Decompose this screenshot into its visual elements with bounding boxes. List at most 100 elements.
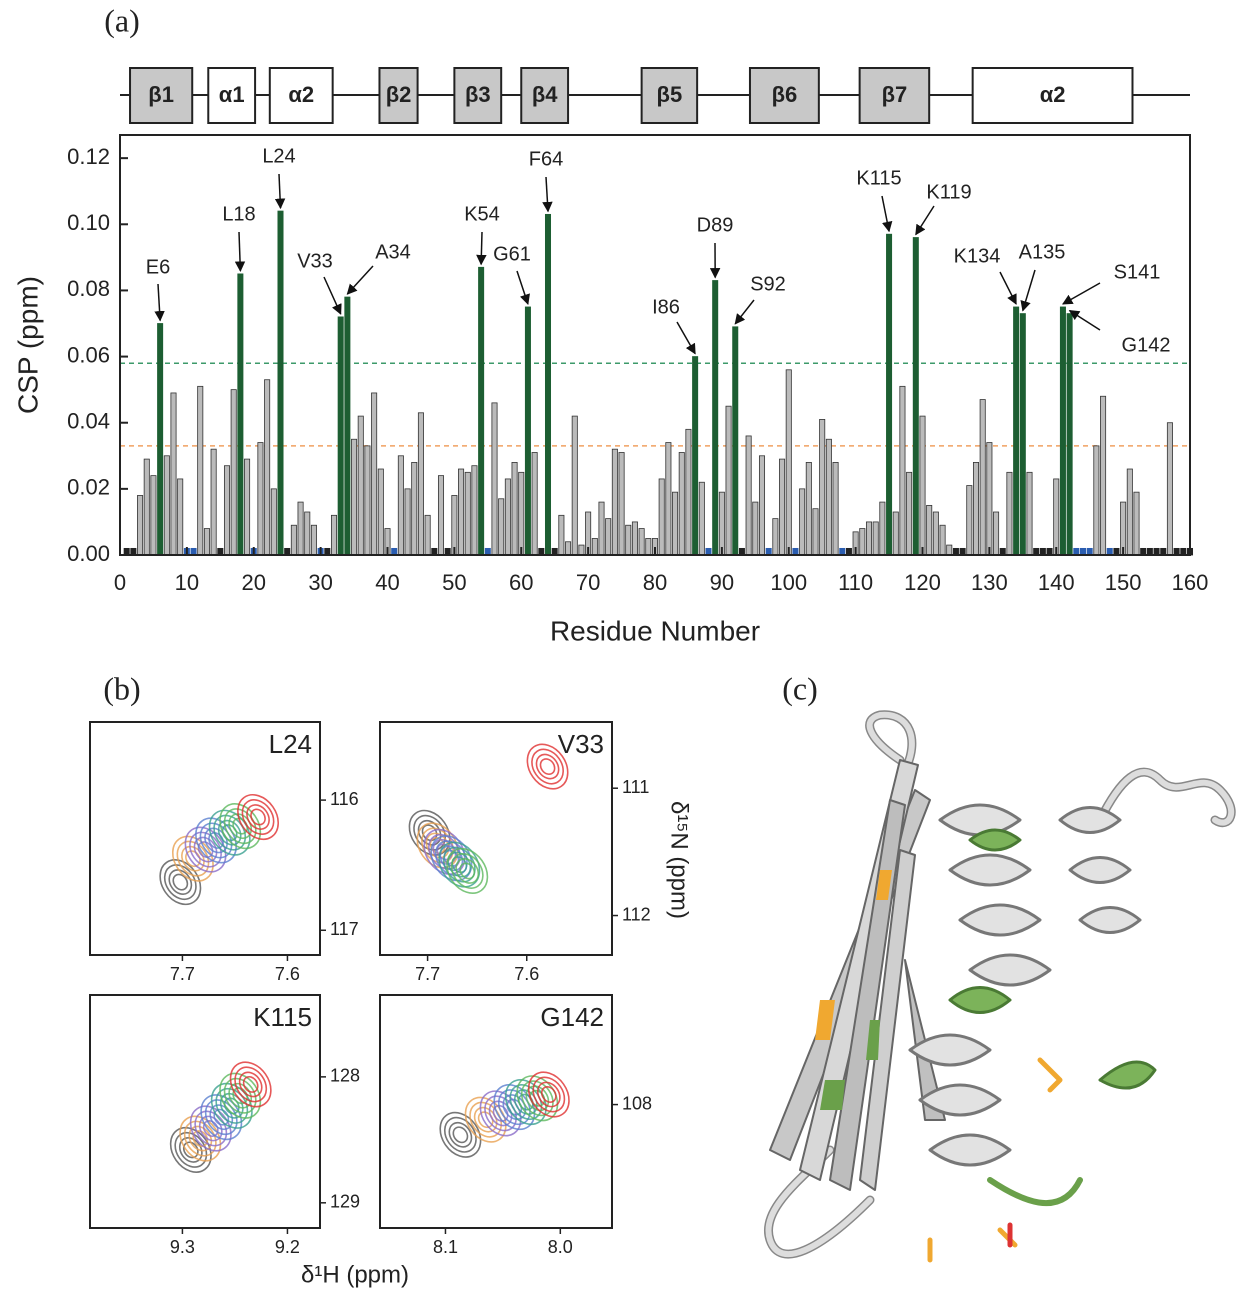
bar xyxy=(137,495,144,556)
contour-level xyxy=(237,794,280,841)
bar xyxy=(899,385,906,556)
annotation-arrow xyxy=(323,276,342,315)
bar xyxy=(1059,306,1066,556)
bar xyxy=(1019,313,1026,556)
bar xyxy=(197,385,204,556)
structure-element xyxy=(453,67,503,124)
bar xyxy=(170,392,177,556)
bar xyxy=(364,445,371,556)
contour-level xyxy=(532,1076,566,1113)
bar xyxy=(892,511,899,556)
bar xyxy=(150,475,157,556)
bar xyxy=(1126,468,1133,556)
panel-label: (a) xyxy=(104,2,140,38)
contour-level xyxy=(183,1120,217,1157)
bar xyxy=(357,415,364,556)
bar xyxy=(210,448,217,556)
structure-label: β1 xyxy=(148,82,174,107)
contour-level xyxy=(184,826,227,873)
contour-level xyxy=(446,847,489,894)
y-tick-label: 129 xyxy=(330,1192,360,1212)
x-tick-label: 80 xyxy=(643,570,667,595)
bar xyxy=(344,296,351,556)
structure-label: β5 xyxy=(657,82,683,107)
panel-title: K115 xyxy=(253,1002,312,1032)
x-tick-label: 0 xyxy=(114,570,126,595)
y-tick-label: 0.08 xyxy=(67,276,110,301)
bar xyxy=(578,544,585,556)
bar xyxy=(605,518,612,556)
x-tick-label: 160 xyxy=(1172,570,1209,595)
bar xyxy=(337,316,344,556)
bar xyxy=(692,356,699,556)
contour-level xyxy=(527,1071,570,1118)
plot-frame xyxy=(379,721,613,956)
bar xyxy=(310,524,317,556)
bar xyxy=(304,511,311,556)
x-tick-label: 7.7 xyxy=(170,964,195,984)
contour-level xyxy=(540,1086,557,1103)
structure-element xyxy=(207,67,257,124)
contour-level xyxy=(168,869,193,896)
bar xyxy=(464,471,471,556)
bar xyxy=(417,412,424,556)
contour-level xyxy=(229,1061,272,1108)
y-tick-label: 116 xyxy=(330,789,359,809)
bar xyxy=(511,462,518,556)
bar xyxy=(932,511,939,556)
contour-plot xyxy=(169,1061,272,1173)
annotation-label: S141 xyxy=(1114,261,1161,283)
bar xyxy=(779,458,786,556)
x-tick-label: 70 xyxy=(576,570,600,595)
structure-element xyxy=(268,67,334,124)
bar xyxy=(163,455,170,556)
x-tick-label: 90 xyxy=(710,570,734,595)
bar xyxy=(799,488,806,556)
bar xyxy=(825,438,832,556)
bar xyxy=(979,399,986,556)
panel-label: (b) xyxy=(103,670,140,706)
contour-level xyxy=(246,804,270,830)
annotation-label: E6 xyxy=(146,256,170,278)
annotation-label: K115 xyxy=(856,167,901,189)
bar xyxy=(819,419,826,556)
protein-cartoon xyxy=(764,710,1236,1263)
x-tick-label: 150 xyxy=(1105,570,1142,595)
x-tick-label: 110 xyxy=(838,570,873,595)
bar xyxy=(524,306,531,556)
x-tick-label: 30 xyxy=(308,570,332,595)
annotation-label: A34 xyxy=(375,241,411,263)
bar xyxy=(758,455,766,556)
x-tick-label: 20 xyxy=(242,570,266,595)
contour-level xyxy=(531,748,564,785)
bar xyxy=(451,495,458,556)
y-tick-label: 117 xyxy=(330,919,359,939)
bar xyxy=(685,428,692,556)
bar xyxy=(859,528,866,556)
bar xyxy=(645,538,652,556)
panel-label: (c) xyxy=(782,670,818,706)
annotation-arrow xyxy=(881,195,893,233)
annotation-arrow xyxy=(1020,269,1036,312)
bar xyxy=(805,462,812,556)
annotation-label: L18 xyxy=(222,203,255,225)
annotation-label: A135 xyxy=(1019,241,1066,263)
bar xyxy=(1026,471,1033,556)
peak xyxy=(527,1071,570,1118)
peak xyxy=(446,847,489,894)
bar xyxy=(411,462,418,556)
contour-level xyxy=(408,809,451,856)
bar xyxy=(972,462,980,556)
bar xyxy=(458,468,465,556)
bar xyxy=(986,442,993,556)
annotation-label: L24 xyxy=(262,145,295,167)
bar xyxy=(223,465,231,556)
bar xyxy=(504,478,511,556)
bar xyxy=(832,462,839,556)
annotation-label: I86 xyxy=(652,296,680,318)
contour-level xyxy=(439,1111,482,1158)
bar xyxy=(631,521,638,556)
contour-level xyxy=(172,873,189,891)
annotation-arrow xyxy=(274,173,286,210)
structure-element xyxy=(378,67,419,124)
